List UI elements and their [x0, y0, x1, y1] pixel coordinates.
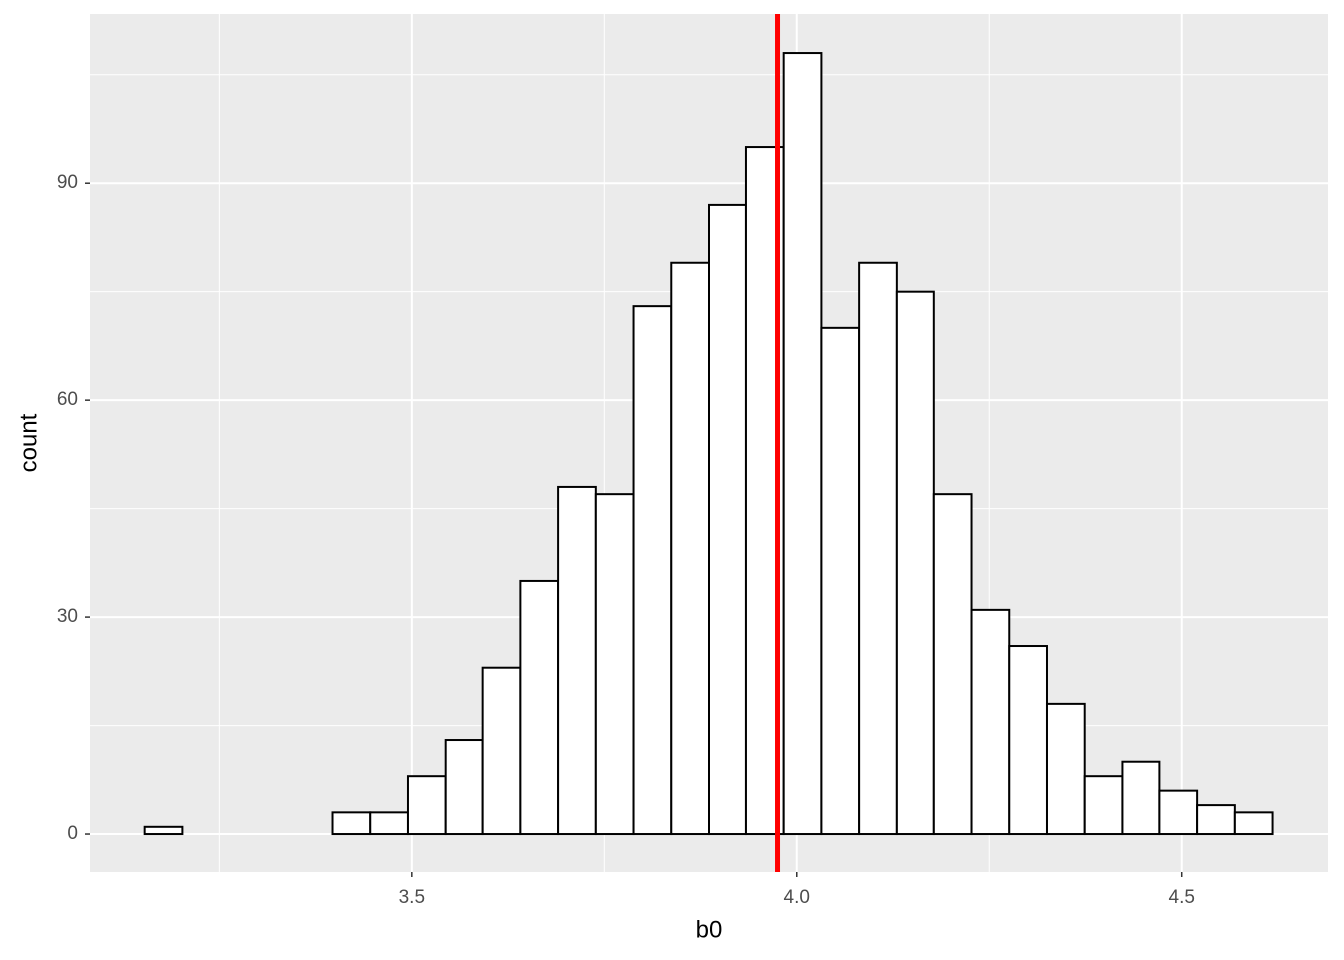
x-tick-label: 3.5 — [399, 887, 425, 908]
y-tick-label: 0 — [67, 823, 78, 844]
histogram-bar — [782, 52, 823, 836]
plot-layer: 3.5 4.0 4.5 0 30 60 90 — [57, 14, 1328, 908]
histogram-bar — [1121, 760, 1161, 836]
histogram-bar — [858, 261, 898, 836]
histogram-bar — [1008, 645, 1048, 836]
histogram-bar — [444, 739, 484, 836]
histogram-bar — [143, 825, 184, 836]
histogram-bar — [594, 493, 635, 836]
histogram-bar — [895, 290, 935, 836]
y-tick-label: 90 — [57, 172, 78, 193]
histogram-bar — [1045, 702, 1086, 836]
x-axis-title: b0 — [696, 916, 723, 943]
histogram-bar — [331, 811, 372, 836]
histogram-bar — [369, 811, 409, 836]
histogram-bar — [820, 326, 861, 836]
histogram-bar — [670, 261, 711, 836]
histogram-bar — [1083, 775, 1124, 836]
histogram-bar — [1158, 789, 1199, 836]
y-axis-title: count — [15, 413, 42, 472]
y-tick-label: 30 — [57, 606, 78, 627]
histogram-bar — [632, 305, 673, 836]
histogram-bar — [519, 579, 560, 836]
histogram-bar — [970, 608, 1011, 836]
x-tick-label: 4.0 — [784, 887, 810, 908]
histogram-bar — [406, 775, 447, 836]
histogram-bar — [1233, 811, 1274, 836]
histogram-bar — [932, 493, 973, 836]
histogram-bar — [1196, 804, 1236, 836]
x-tick-label: 4.5 — [1169, 887, 1195, 908]
y-tick-label: 60 — [57, 389, 78, 410]
histogram-bar — [708, 203, 747, 836]
histogram-bar — [557, 485, 597, 836]
histogram-bar — [481, 666, 522, 836]
